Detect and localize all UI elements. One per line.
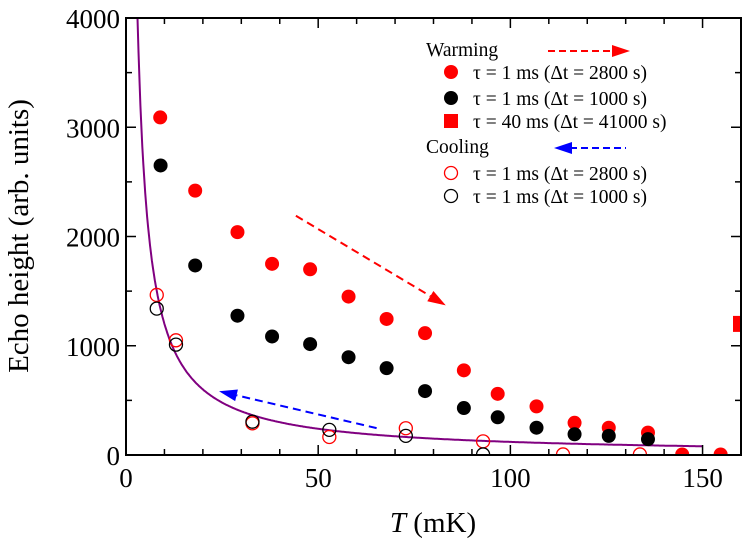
data-point-cooling-3 (322, 429, 337, 445)
data-point-warming-0 (303, 262, 318, 277)
data-point-warming-0 (341, 289, 356, 304)
data-point-cooling-3 (398, 421, 413, 436)
x-axis-label: T (mK) (390, 507, 476, 539)
legend-cooling-title: Cooling (426, 137, 489, 158)
legend-marker-black-filled (444, 91, 458, 105)
data-point-warming-1 (601, 428, 616, 443)
trend-arrow-head (427, 290, 446, 306)
data-point-warming-1 (418, 384, 433, 399)
data-point-warming-1 (153, 158, 168, 173)
data-point-warming-1 (640, 432, 655, 447)
data-point-warming-1 (490, 410, 505, 425)
legend-warming-arrow (548, 45, 630, 57)
data-point-warming-1 (265, 329, 280, 344)
data-point-warming-1 (341, 350, 356, 365)
y-axis-label: Echo height (arb. units) (3, 99, 35, 373)
legend-warming-title: Warming (426, 40, 498, 61)
legend-entry: τ = 1 ms (Δt = 2800 s) (473, 63, 647, 84)
legend-entry: τ = 1 ms (Δt = 2800 s) (473, 164, 647, 185)
legend-marker-red-filled (444, 65, 458, 79)
data-point-cooling-4 (398, 428, 413, 444)
y-tick-label: 3000 (66, 113, 120, 143)
x-tick-label: 50 (305, 463, 332, 493)
x-tick-label: 100 (490, 463, 531, 493)
data-point-warming-0 (529, 399, 544, 414)
data-point-warming-0 (567, 415, 582, 430)
x-axis-unit: (mK) (406, 507, 476, 539)
legend: Warming τ = 1 ms (Δt = 2800 s) τ = 1 ms … (420, 32, 710, 212)
legend-marker-red-square (444, 114, 458, 128)
data-point-warming-0 (713, 447, 728, 455)
data-point-warming-0 (153, 110, 168, 125)
data-point-warming-1 (529, 420, 544, 435)
legend-marker-red-open (443, 165, 459, 181)
trend-arrow-line (236, 394, 377, 430)
data-point-warming-0 (490, 386, 505, 401)
data-point-warming-0 (675, 447, 690, 455)
legend-entry: τ = 1 ms (Δt = 1000 s) (473, 89, 647, 110)
data-point-warming-0 (230, 225, 245, 240)
data-point-warming-0 (379, 311, 394, 326)
data-point-warming-1 (303, 337, 318, 352)
data-point-warming-2 (733, 315, 741, 332)
data-point-warming-1 (456, 401, 471, 416)
y-tick-label: 0 (107, 441, 121, 471)
data-point-warming-0 (418, 326, 433, 341)
axis-ticks: 0 50 100 150 0 1000 2000 3000 4000 (66, 4, 742, 493)
trend-arrow-head (219, 389, 238, 402)
y-tick-label: 1000 (66, 332, 120, 362)
trend-arrow-line (295, 214, 431, 297)
data-point-warming-1 (230, 308, 245, 323)
data-point-warming-0 (265, 256, 280, 271)
legend-entry: τ = 40 ms (Δt = 41000 s) (473, 112, 667, 133)
fit-curve (136, 18, 703, 448)
legend-cooling-arrow (554, 142, 626, 154)
x-tick-label: 150 (682, 463, 723, 493)
data-point-warming-0 (188, 183, 203, 198)
y-tick-label: 2000 (66, 223, 120, 253)
data-point-cooling-4 (168, 337, 184, 352)
data-point-warming-1 (379, 361, 394, 376)
x-tick-label: 0 (119, 463, 133, 493)
x-axis-variable: T (390, 507, 408, 539)
plot-marks (136, 18, 741, 455)
data-point-cooling-4 (149, 301, 164, 316)
data-point-cooling-3 (149, 287, 164, 303)
data-point-cooling-3 (168, 333, 184, 348)
legend-marker-black-open (443, 188, 459, 204)
data-point-warming-0 (456, 363, 471, 378)
data-point-cooling-4 (322, 422, 337, 438)
data-point-warming-1 (567, 427, 582, 442)
y-tick-label: 4000 (66, 4, 120, 34)
data-point-cooling-4 (245, 414, 260, 429)
data-point-warming-1 (188, 258, 203, 273)
legend-entry: τ = 1 ms (Δt = 1000 s) (473, 187, 647, 208)
